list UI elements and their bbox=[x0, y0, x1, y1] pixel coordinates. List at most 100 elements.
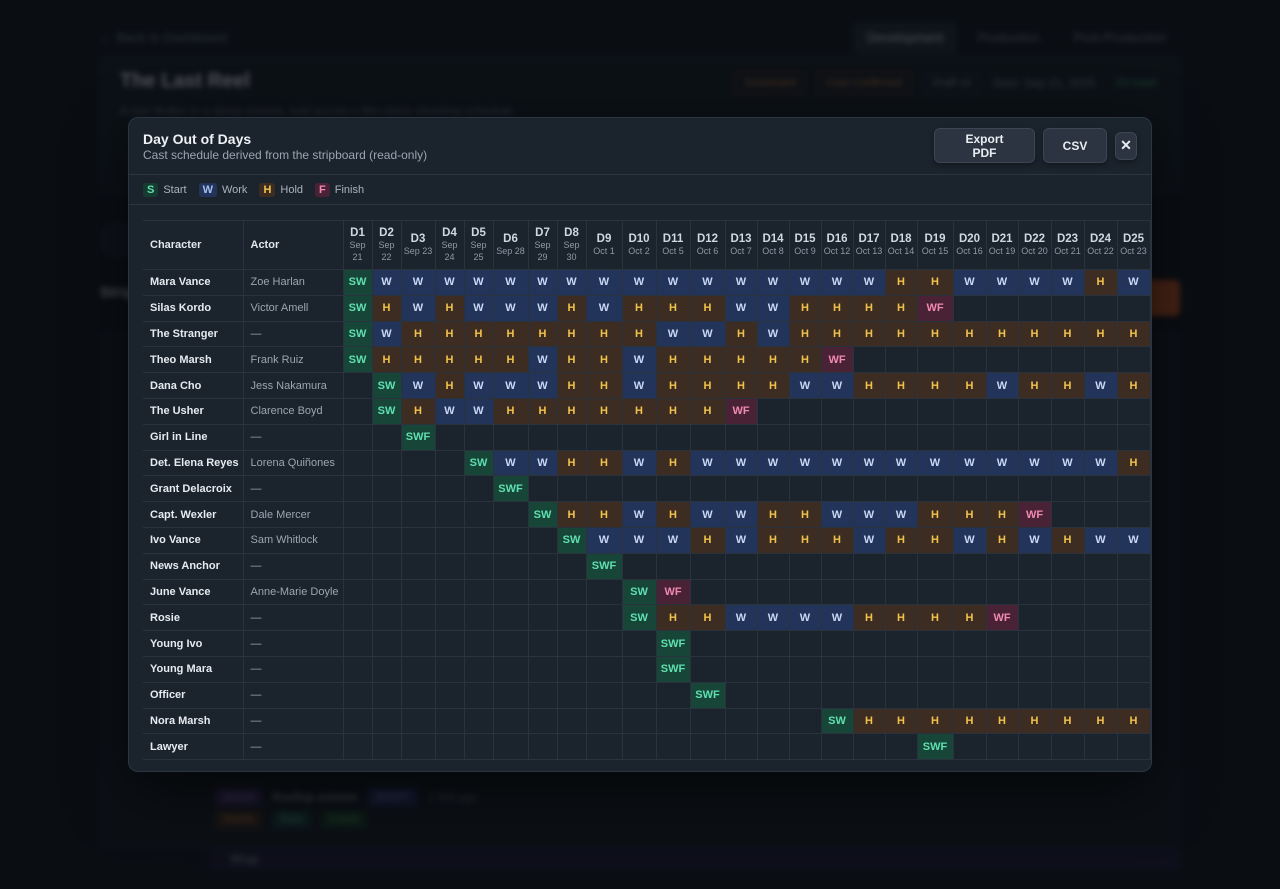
day-date: Sep 23 bbox=[403, 246, 433, 256]
project-logline: A noir thriller in a dying cinema, told … bbox=[120, 104, 516, 118]
table-row: The Usher Clarence Boyd SW H W W H H H H H H H WF bbox=[143, 397, 1151, 425]
schedule-cell bbox=[434, 655, 465, 683]
schedule-cell bbox=[371, 733, 402, 761]
schedule-cell bbox=[585, 578, 623, 606]
page-count: 1 6/8 pgs bbox=[427, 790, 478, 804]
schedule-cell: W bbox=[1083, 526, 1118, 554]
schedule-cell bbox=[492, 630, 529, 657]
schedule-cell: H bbox=[852, 320, 886, 348]
schedule-cell: H bbox=[916, 269, 954, 296]
schedule-cell bbox=[756, 733, 790, 761]
schedule-cell bbox=[527, 604, 558, 632]
table-row: Det. Elena Reyes Lorena Quiñones SW W W H H W H W… bbox=[143, 449, 1151, 477]
schedule-cell: H bbox=[852, 604, 886, 632]
schedule-cell bbox=[952, 630, 987, 657]
schedule-cell bbox=[852, 475, 886, 503]
schedule-cell bbox=[916, 423, 954, 451]
day-column-header: D3 Sep 23 bbox=[400, 220, 436, 270]
tab-post-production[interactable]: Post-Production bbox=[1073, 30, 1167, 45]
schedule-cell bbox=[1050, 630, 1085, 657]
back-link[interactable]: ← Back to Dashboard bbox=[100, 30, 228, 45]
schedule-cell: H bbox=[556, 346, 587, 374]
schedule-cell bbox=[756, 578, 790, 606]
schedule-cell: W bbox=[852, 269, 886, 296]
schedule-cell bbox=[1017, 733, 1052, 761]
schedule-cell: SW bbox=[621, 578, 657, 606]
schedule-cell bbox=[916, 397, 954, 425]
project-title: The Last Reel bbox=[120, 70, 251, 92]
table-row: Mara Vance Zoe Harlan SW W W W W W W W W W W W W W W W W H H… bbox=[143, 269, 1151, 296]
schedule-cell bbox=[852, 630, 886, 657]
schedule-cell bbox=[1050, 604, 1085, 632]
close-icon[interactable]: ✕ bbox=[1115, 131, 1137, 160]
schedule-cell bbox=[585, 423, 623, 451]
schedule-cell: WF bbox=[820, 346, 854, 374]
schedule-cell bbox=[371, 630, 402, 657]
schedule-cell: W bbox=[788, 269, 822, 296]
schedule-cell: W bbox=[985, 449, 1019, 477]
schedule-cell bbox=[852, 423, 886, 451]
schedule-cell bbox=[756, 655, 790, 683]
schedule-cell: W bbox=[492, 449, 529, 477]
schedule-cell bbox=[1116, 733, 1151, 761]
schedule-cell bbox=[985, 733, 1019, 761]
schedule-cell bbox=[952, 655, 987, 683]
schedule-cell bbox=[621, 423, 657, 451]
export-pdf-button[interactable]: Export PDF bbox=[934, 128, 1035, 163]
schedule-cell bbox=[1083, 294, 1118, 322]
strip-row[interactable]: Scene Rooftop exterior NIGHT 1 6/8 pgs bbox=[215, 788, 477, 806]
schedule-cell: H bbox=[655, 346, 691, 374]
schedule-cell bbox=[492, 655, 529, 683]
schedule-cell bbox=[556, 578, 587, 606]
schedule-cell: H bbox=[689, 372, 726, 399]
schedule-cell bbox=[724, 655, 758, 683]
day-number: D8 bbox=[564, 227, 579, 239]
schedule-cell bbox=[985, 552, 1019, 580]
schedule-cell bbox=[820, 552, 854, 580]
schedule-cell bbox=[400, 707, 436, 735]
schedule-cell: W bbox=[689, 269, 726, 296]
day-date: Sep 28 bbox=[496, 246, 525, 256]
schedule-cell: H bbox=[1083, 707, 1118, 735]
schedule-cell: W bbox=[985, 372, 1019, 399]
schedule-cell: W bbox=[756, 604, 790, 632]
schedule-cell bbox=[1017, 294, 1052, 322]
schedule-cell: SWF bbox=[655, 630, 691, 657]
schedule-cell bbox=[852, 552, 886, 580]
schedule-cell: H bbox=[884, 604, 918, 632]
tag-pill: Rain bbox=[272, 810, 311, 828]
schedule-cell bbox=[1017, 681, 1052, 709]
csv-button[interactable]: CSV bbox=[1043, 128, 1107, 163]
schedule-cell: H bbox=[434, 372, 465, 399]
day-column-header: D10 Oct 2 bbox=[621, 220, 657, 270]
table-row: Officer — SWF bbox=[143, 681, 1151, 709]
schedule-cell: H bbox=[724, 346, 758, 374]
schedule-cell bbox=[788, 475, 822, 503]
schedule-cell bbox=[342, 449, 373, 477]
tab-production[interactable]: Production bbox=[977, 30, 1040, 45]
tab-development[interactable]: Development bbox=[852, 22, 958, 53]
day-date: Sep 24 bbox=[441, 240, 458, 262]
character-name: Young Ivo bbox=[143, 630, 244, 657]
schedule-cell bbox=[400, 733, 436, 761]
schedule-cell: H bbox=[556, 320, 587, 348]
schedule-cell bbox=[434, 707, 465, 735]
schedule-cell: H bbox=[655, 449, 691, 477]
schedule-cell bbox=[1017, 346, 1052, 374]
schedule-cell: H bbox=[952, 707, 987, 735]
schedule-cell: SWF bbox=[585, 552, 623, 580]
wrap-row[interactable]: Wrap bbox=[210, 848, 1180, 870]
schedule-cell bbox=[463, 707, 494, 735]
schedule-cell: W bbox=[527, 294, 558, 322]
schedule-cell: W bbox=[492, 372, 529, 399]
schedule-cell bbox=[463, 475, 494, 503]
schedule-cell bbox=[1116, 423, 1151, 451]
schedule-cell bbox=[342, 604, 373, 632]
table-row: Girl in Line — SWF bbox=[143, 423, 1151, 451]
day-number: D23 bbox=[1056, 233, 1079, 245]
schedule-cell: W bbox=[756, 269, 790, 296]
schedule-cell: W bbox=[952, 526, 987, 554]
schedule-cell bbox=[527, 552, 558, 580]
schedule-cell bbox=[492, 501, 529, 528]
schedule-cell: SW bbox=[342, 294, 373, 322]
